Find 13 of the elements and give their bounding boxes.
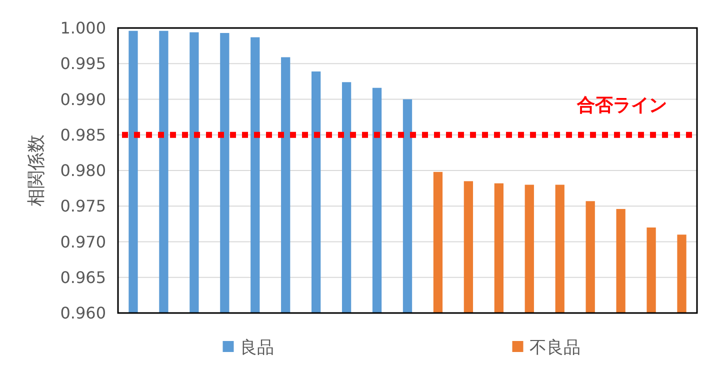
- y-tick-label: 0.970: [60, 232, 106, 252]
- y-tick-label: 1.000: [60, 18, 106, 38]
- y-tick-label: 0.985: [60, 125, 106, 144]
- y-tick-label: 0.980: [60, 161, 106, 180]
- y-tick-label: 0.975: [60, 196, 106, 216]
- ref-line-label: 合否ライン: [576, 94, 667, 116]
- y-tick-label: 0.995: [60, 54, 106, 74]
- y-axis-title: 相関係数: [26, 134, 47, 206]
- y-tick-label: 0.965: [60, 268, 106, 287]
- y-tick-label: 0.960: [60, 304, 106, 323]
- legend-label: 不良品: [529, 338, 580, 358]
- legend-label: 良品: [240, 338, 274, 358]
- y-tick-label: 0.990: [60, 90, 106, 109]
